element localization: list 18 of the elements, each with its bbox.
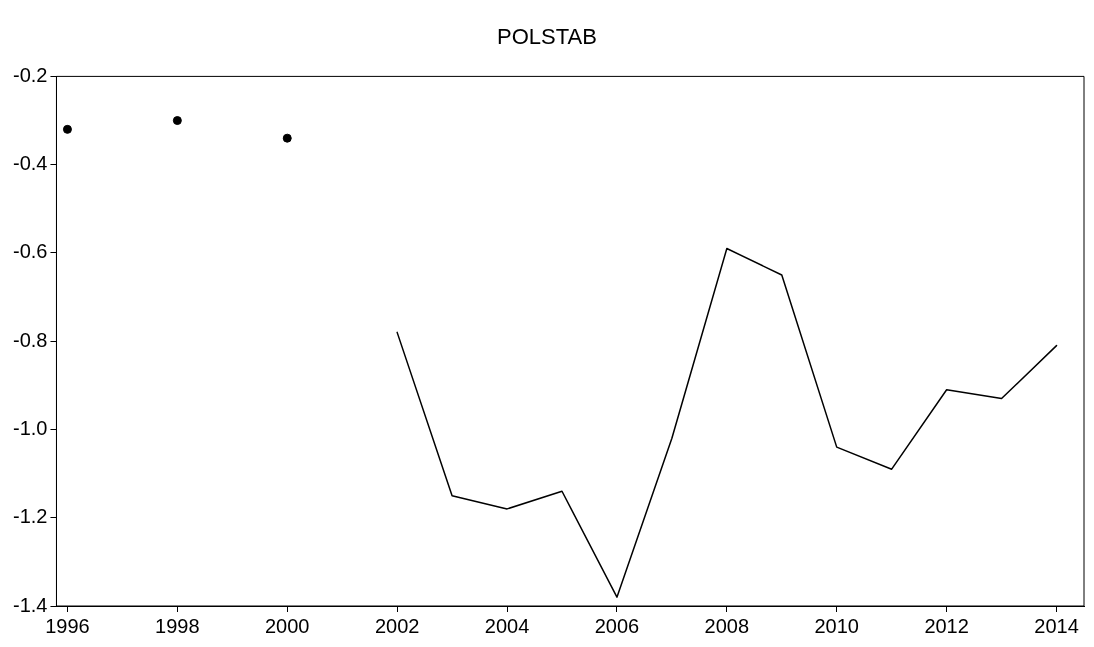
x-tick-label: 2012	[924, 614, 969, 637]
x-tick-label: 2006	[594, 614, 640, 637]
y-tick-label: -0.6	[12, 240, 48, 263]
x-tick-label: 2010	[814, 614, 859, 637]
x-tick-label: 2014	[1034, 614, 1079, 637]
x-tick-label: 2008	[704, 614, 750, 637]
y-tick-label: -1.4	[12, 593, 48, 616]
y-tick-label: -0.4	[12, 152, 48, 175]
x-tick-label: 2004	[484, 614, 530, 637]
x-tick-label: 1996	[45, 614, 90, 637]
x-tick-label: 2000	[265, 614, 310, 637]
y-tick-label: -1.0	[12, 416, 48, 439]
chart-title: POLSTAB	[497, 24, 597, 50]
y-tick-label: -0.2	[12, 63, 48, 86]
y-tick-label: -0.8	[12, 328, 48, 351]
x-tick-label: 1998	[155, 614, 200, 637]
y-tick-label: -1.2	[12, 505, 48, 528]
x-tick-label: 2002	[374, 614, 420, 637]
